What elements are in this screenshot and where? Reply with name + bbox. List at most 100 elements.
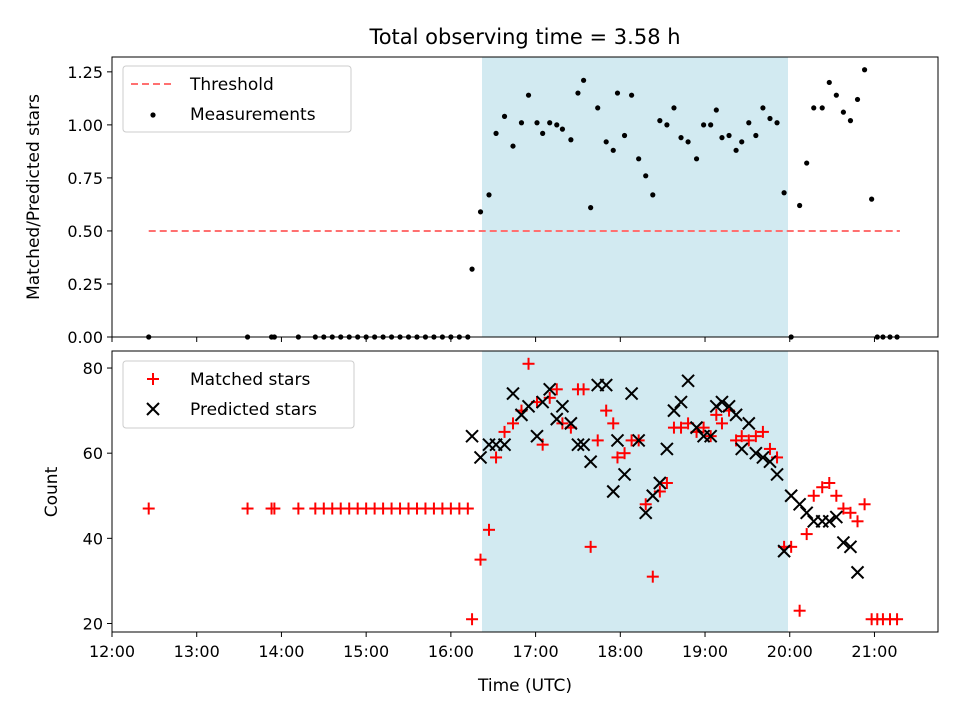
- predicted-star-point: [555, 399, 570, 414]
- predicted-star-point: [850, 565, 865, 580]
- top-ytick-label: 0.50: [67, 222, 103, 241]
- bottom-xtick-label: 15:00: [343, 642, 389, 661]
- measurement-point: [767, 115, 773, 122]
- measurement-point: [833, 92, 839, 98]
- bottom-shaded-region: [482, 351, 788, 632]
- matched-star-point: [292, 502, 305, 515]
- predicted-star-point: [506, 386, 520, 401]
- top-legend: Threshold Measurements: [122, 65, 352, 133]
- measurement-point: [826, 79, 832, 86]
- measurement-point: [861, 67, 868, 73]
- matched-star-point: [823, 476, 836, 489]
- measurement-point: [693, 156, 700, 162]
- measurement-point: [621, 132, 628, 139]
- measurement-point: [664, 122, 670, 128]
- matched-star-point: [474, 553, 487, 566]
- bottom-xtick-label: 18:00: [597, 642, 643, 661]
- matched-star-point: [816, 481, 829, 494]
- legend-matched-swatch: [147, 373, 159, 385]
- measurement-point: [671, 105, 677, 111]
- matched-star-point: [763, 442, 776, 455]
- measurement-point: [760, 105, 766, 111]
- matched-star-point: [607, 417, 620, 430]
- predicted-star-point: [792, 497, 807, 511]
- matched-star-point: [482, 523, 495, 536]
- measurement-point: [797, 202, 803, 209]
- bottom-legend: Matched stars Predicted stars: [122, 360, 355, 429]
- bottom-legend-box: [122, 360, 355, 429]
- matched-star-point: [675, 421, 688, 434]
- measurement-point: [568, 137, 574, 143]
- measurement-point: [708, 122, 714, 128]
- measurement-point: [510, 143, 516, 149]
- top-ytick-label: 1.25: [67, 63, 103, 82]
- bottom-xtick-label: 20:00: [767, 642, 813, 661]
- predicted-star-point: [617, 467, 632, 482]
- predicted-star-point: [576, 437, 591, 452]
- measurement-point: [657, 118, 663, 124]
- predicted-star-point: [631, 433, 646, 448]
- predicted-star-point: [606, 484, 620, 499]
- predicted-star-point: [497, 437, 512, 452]
- matched-star-point: [837, 502, 850, 515]
- measurement-point: [840, 109, 846, 115]
- top-ylabel: Matched/Predicted stars: [24, 94, 44, 300]
- measurement-point: [685, 139, 691, 145]
- matched-star-point: [742, 434, 755, 447]
- bottom-xtick-label: 13:00: [174, 642, 220, 661]
- bottom-ytick-label: 40: [83, 529, 103, 548]
- matched-star-point: [756, 425, 769, 438]
- bottom-xtick-label: 12:00: [89, 642, 135, 661]
- measurement-point: [540, 130, 546, 136]
- predicted-star-point: [465, 429, 479, 443]
- predicted-star-point: [703, 429, 718, 443]
- measurement-point: [525, 92, 532, 98]
- measurement-point: [733, 147, 739, 153]
- predicted-star-point: [610, 433, 625, 448]
- measurement-point: [847, 118, 854, 124]
- top-plot-frame: [111, 56, 939, 338]
- matched-star-point: [577, 383, 590, 396]
- measurement-point: [854, 96, 861, 103]
- measurement-point: [701, 122, 707, 128]
- matched-star-point: [550, 383, 563, 396]
- matched-star-point: [844, 506, 857, 519]
- bottom-plot-frame: [111, 350, 939, 633]
- predicted-star-point: [749, 446, 763, 460]
- matched-star-point: [584, 540, 597, 553]
- predicted-star-point: [535, 395, 550, 409]
- predicted-star-point: [715, 395, 729, 409]
- matched-star-point: [466, 613, 479, 626]
- measurement-point: [595, 105, 601, 111]
- measurement-point: [575, 90, 581, 96]
- matched-star-point: [710, 408, 723, 421]
- matched-star-point: [490, 451, 503, 464]
- measurement-point: [774, 120, 780, 126]
- measurement-point: [753, 132, 759, 139]
- figure-title: Total observing time = 3.58 h: [368, 25, 680, 49]
- matched-star-point: [735, 430, 748, 443]
- predicted-star-point: [674, 395, 688, 409]
- measurement-point: [486, 192, 492, 198]
- measurement-point: [477, 209, 484, 215]
- matched-star-point: [793, 604, 806, 617]
- measurement-point: [678, 135, 684, 141]
- matched-star-point: [851, 515, 864, 528]
- bottom-xlabel: Time (UTC): [477, 676, 572, 696]
- measurement-point: [610, 147, 616, 153]
- predicted-star-point: [742, 416, 756, 431]
- measurement-point: [726, 132, 732, 139]
- legend-threshold-label: Threshold: [189, 75, 274, 95]
- bottom-xtick-label: 21:00: [851, 642, 897, 661]
- measurement-point: [739, 139, 745, 145]
- top-shaded-region: [482, 57, 788, 337]
- bottom-xtick-label: 19:00: [682, 642, 728, 661]
- bottom-x-axis: 12:00 13:00 14:00 15:00 16:00 17:00 18:00 19:00…: [89, 632, 898, 661]
- predicted-star-point: [653, 476, 667, 490]
- bottom-xtick-label: 14:00: [258, 642, 304, 661]
- bottom-ytick-label: 80: [83, 359, 103, 378]
- measurement-point: [811, 105, 817, 111]
- measurement-point: [869, 196, 875, 202]
- matched-star-point: [461, 502, 474, 515]
